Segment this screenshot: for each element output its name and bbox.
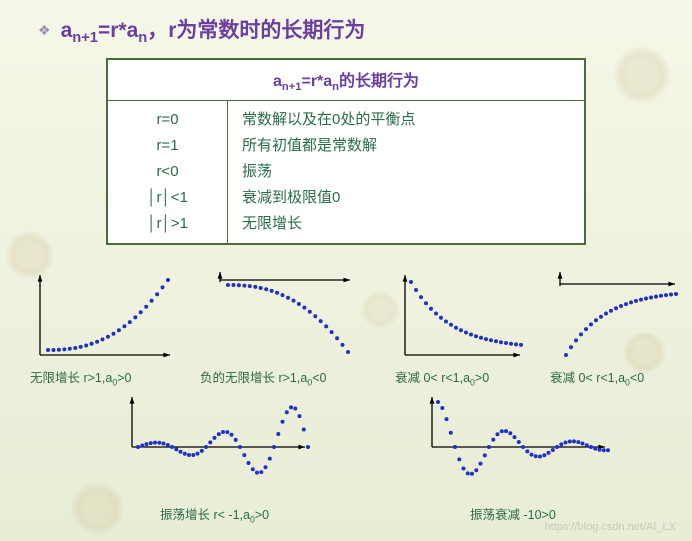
table-description: 振荡: [242, 159, 584, 185]
slide-title: ❖ an+1=r*an，r为常数时的长期行为: [0, 0, 692, 46]
table-conditions-col: r=0r=1r<0│r│<1│r│>1: [108, 101, 228, 243]
watermark: https://blog.csdn.net/AI_LX: [545, 521, 676, 533]
title-suffix: r为常数时的长期行为: [168, 19, 365, 42]
table-condition: r=0: [108, 107, 227, 133]
table-descriptions-col: 常数解以及在0处的平衡点所有初值都是常数解振荡衰减到极限值0无限增长: [228, 101, 584, 243]
flower-decoration: [612, 45, 672, 105]
chart-c2: 负的无限增长 r>1,a0<0: [210, 270, 360, 388]
flower-decoration: [360, 290, 400, 330]
table-condition: │r│>1: [108, 211, 227, 237]
table-description: 常数解以及在0处的平衡点: [242, 107, 584, 133]
table-condition: r=1: [108, 133, 227, 159]
chart-c6: 振荡衰减 -10>0: [420, 392, 620, 523]
behavior-table: an+1=r*an的长期行为 r=0r=1r<0│r│<1│r│>1 常数解以及…: [106, 58, 586, 245]
bullet-icon: ❖: [38, 22, 51, 39]
chart-label: 无限增长 r>1,a0>0: [30, 367, 180, 388]
chart-label: 衰减 0< r<1,a0>0: [395, 367, 530, 388]
chart-label: 振荡增长 r< -1,a0>0: [160, 504, 320, 525]
table-condition: │r│<1: [108, 185, 227, 211]
table-description: 所有初值都是常数解: [242, 133, 584, 159]
title-formula: an+1=r*an，: [61, 19, 169, 42]
table-description: 衰减到极限值0: [242, 185, 584, 211]
chart-c1: 无限增长 r>1,a0>0: [30, 270, 180, 388]
chart-c3: 衰减 0< r<1,a0>0: [395, 270, 530, 388]
chart-c4: 衰减 0< r<1,a0<0: [550, 270, 685, 388]
title-text: an+1=r*an，r为常数时的长期行为: [61, 14, 366, 46]
table-condition: r<0: [108, 159, 227, 185]
chart-label: 衰减 0< r<1,a0<0: [550, 367, 685, 388]
table-header: an+1=r*an的长期行为: [108, 60, 584, 101]
chart-label: 负的无限增长 r>1,a0<0: [200, 367, 360, 388]
table-body: r=0r=1r<0│r│<1│r│>1 常数解以及在0处的平衡点所有初值都是常数…: [108, 101, 584, 243]
chart-c5: 振荡增长 r< -1,a0>0: [120, 392, 320, 525]
flower-decoration: [70, 481, 125, 536]
table-description: 无限增长: [242, 211, 584, 237]
